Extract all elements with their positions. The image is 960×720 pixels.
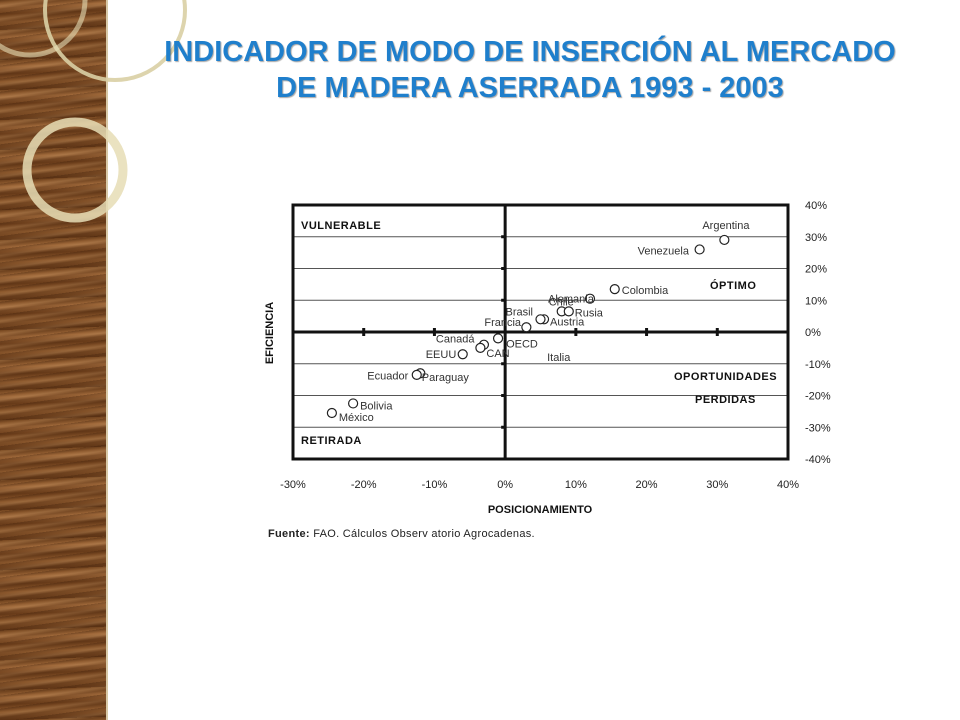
data-point-austria: Austria bbox=[538, 314, 585, 328]
y-tick-label: 40% bbox=[805, 200, 827, 212]
data-point-francia: Francia bbox=[484, 317, 532, 333]
source-label: Fuente: bbox=[268, 528, 310, 540]
data-point-venezuela: Venezuela bbox=[638, 244, 705, 257]
data-point-rusia: Rusia bbox=[563, 306, 604, 319]
point-label: OECD bbox=[506, 338, 538, 350]
point-marker bbox=[563, 306, 574, 317]
point-label: Chile bbox=[549, 296, 574, 308]
data-point-can: CAN bbox=[475, 342, 510, 360]
point-marker bbox=[411, 369, 422, 380]
point-label: Canadá bbox=[436, 334, 475, 346]
point-marker bbox=[609, 284, 620, 295]
x-axis-title: POSICIONAMIENTO bbox=[488, 504, 593, 516]
x-tick-label: 10% bbox=[565, 479, 587, 491]
data-point-italia: Italia bbox=[547, 352, 571, 364]
point-label: CAN bbox=[486, 348, 509, 360]
point-label: Venezuela bbox=[638, 245, 690, 257]
x-tick-label: 30% bbox=[706, 479, 728, 491]
x-tick-label: 20% bbox=[636, 479, 658, 491]
point-marker bbox=[326, 407, 337, 419]
source-text: FAO. Cálculos Observ atorio Agrocadenas. bbox=[313, 528, 535, 540]
data-point-paraguay: Paraguay bbox=[411, 369, 470, 384]
point-label: Brasil bbox=[506, 306, 534, 318]
point-label: Rusia bbox=[575, 307, 604, 319]
point-label: Italia bbox=[547, 352, 571, 364]
quadrant-vulnerable: VULNERABLE bbox=[301, 220, 381, 232]
point-label: Alemania bbox=[548, 294, 595, 306]
point-marker bbox=[492, 333, 504, 344]
page-title: INDICADOR DE MODO DE INSERCIÓN AL MERCAD… bbox=[130, 34, 930, 106]
point-label: Francia bbox=[484, 317, 522, 329]
point-marker bbox=[348, 398, 359, 409]
x-tick-label: 40% bbox=[777, 479, 799, 491]
point-label: EEUU bbox=[426, 349, 457, 361]
point-marker bbox=[535, 314, 546, 325]
point-label: Colombia bbox=[622, 285, 669, 297]
source-note: Fuente: FAO. Cálculos Observ atorio Agro… bbox=[268, 528, 535, 540]
quadrant-oportunidades: OPORTUNIDADES bbox=[674, 371, 777, 383]
point-marker bbox=[457, 349, 468, 360]
data-point-colombia: Colombia bbox=[609, 284, 669, 297]
quadrant-labels: VULNERABLE ÓPTIMO OPORTUNIDADES PERDIDAS… bbox=[301, 220, 777, 447]
point-marker bbox=[694, 244, 705, 255]
wood-edge bbox=[106, 0, 108, 720]
grid-lines bbox=[293, 236, 788, 428]
y-tick-label: -10% bbox=[805, 359, 831, 371]
y-tick-label: -20% bbox=[805, 391, 831, 403]
y-tick-labels: 40% 30% 20% 10% 0% -10% -20% -30% -40% bbox=[805, 200, 831, 466]
data-point-brasil: Brasil bbox=[506, 306, 546, 325]
point-label: México bbox=[339, 412, 374, 424]
x-tick-label: -10% bbox=[422, 479, 448, 491]
quadrant-perdidas: PERDIDAS bbox=[695, 394, 756, 406]
point-label: Argentina bbox=[702, 220, 750, 232]
y-tick-label: 20% bbox=[805, 264, 827, 276]
point-marker bbox=[719, 234, 730, 246]
point-label: Ecuador bbox=[367, 370, 408, 382]
title-line-2: DE MADERA ASERRADA 1993 - 2003 bbox=[276, 72, 784, 104]
y-axis-title: EFICIENCIA bbox=[264, 302, 276, 364]
point-label: Paraguay bbox=[422, 372, 470, 384]
data-points: Argentina Venezuela Colombia AlemaniaChileR… bbox=[326, 220, 750, 424]
data-point-oecd: OECD bbox=[492, 333, 538, 350]
point-marker bbox=[584, 293, 596, 304]
data-point-mxico: México bbox=[326, 407, 374, 424]
x-tick-labels: -30% -20% -10% 0% 10% 20% 30% 40% bbox=[280, 479, 799, 491]
data-point-alemania: Alemania bbox=[548, 293, 596, 306]
data-point-eeuu: EEUU bbox=[426, 349, 468, 361]
y-tick-label: 10% bbox=[805, 295, 827, 307]
point-marker bbox=[521, 322, 532, 333]
y-tick-label: 30% bbox=[805, 232, 827, 244]
y-tick-label: 0% bbox=[805, 327, 821, 339]
title-line-1: INDICADOR DE MODO DE INSERCIÓN AL MERCAD… bbox=[164, 36, 896, 68]
decorative-rings bbox=[0, 0, 187, 223]
plot-frame bbox=[291, 203, 790, 461]
quadrant-optimo: ÓPTIMO bbox=[710, 279, 756, 292]
point-label: Bolivia bbox=[360, 400, 393, 412]
x-tick-label: 0% bbox=[497, 479, 513, 491]
point-label: Austria bbox=[550, 316, 585, 328]
y-tick-label: -40% bbox=[805, 454, 831, 466]
x-tick-label: -30% bbox=[280, 479, 306, 491]
data-point-bolivia: Bolivia bbox=[348, 398, 393, 412]
y-tick-label: -30% bbox=[805, 422, 831, 434]
x-tick-label: -20% bbox=[351, 479, 377, 491]
data-point-argentina: Argentina bbox=[702, 220, 750, 246]
point-marker bbox=[475, 342, 486, 353]
quadrant-retirada: RETIRADA bbox=[301, 435, 362, 447]
